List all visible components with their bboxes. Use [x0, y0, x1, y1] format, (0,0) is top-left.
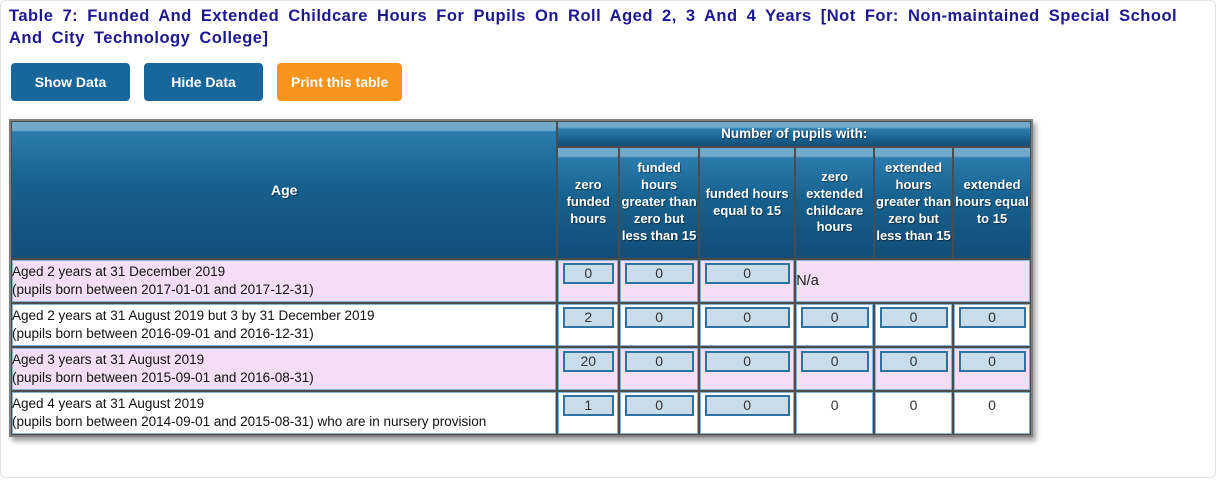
na-cell: N/a: [795, 258, 1031, 303]
cell-input-r3c3[interactable]: [704, 350, 790, 372]
column-header-row: zero funded hours funded hours greater t…: [11, 146, 1031, 259]
table-row-aged-3-at-31-aug-2019: Aged 3 years at 31 August 2019 (pupils b…: [11, 346, 1031, 391]
age-line2: (pupils born between 2014-09-01 and 2015…: [12, 413, 487, 429]
childcare-hours-table: Age Number of pupils with: zero funded h…: [9, 118, 1033, 437]
table-row-aged-2-at-31-dec-2019: Aged 2 years at 31 December 2019 (pupils…: [11, 258, 1031, 303]
cell-input-r4c1[interactable]: [562, 394, 614, 416]
cell-input-r2c2[interactable]: [624, 306, 694, 328]
cell-input-r1c2[interactable]: [624, 262, 694, 284]
age-line1: Aged 2 years at 31 August 2019 but 3 by …: [12, 307, 375, 323]
column-header-age: Age: [11, 120, 558, 259]
cell-input-r2c5[interactable]: [879, 306, 948, 328]
age-line1: Aged 4 years at 31 August 2019: [12, 395, 205, 411]
cell-input-r1c1[interactable]: [562, 262, 614, 284]
cell-input-r1c3[interactable]: [704, 262, 790, 284]
static-value-r4c4: 0: [830, 396, 839, 413]
cell-input-r2c3[interactable]: [704, 306, 790, 328]
group-header-row: Age Number of pupils with:: [11, 120, 1031, 259]
age-line1: Aged 3 years at 31 August 2019: [12, 351, 205, 367]
row-age-label: Aged 4 years at 31 August 2019 (pupils b…: [11, 390, 558, 435]
column-header-zero-extended-childcare-hours: zero extended childcare hours: [795, 146, 875, 259]
page-title: Table 7: Funded And Extended Childcare H…: [9, 7, 1178, 47]
cell-input-r2c4[interactable]: [800, 306, 869, 328]
cell-input-r3c5[interactable]: [879, 350, 948, 372]
age-line2: (pupils born between 2017-01-01 and 2017…: [12, 281, 314, 297]
cell-input-r3c4[interactable]: [800, 350, 869, 372]
cell-input-r4c3[interactable]: [704, 394, 790, 416]
cell-input-r3c6[interactable]: [958, 350, 1026, 372]
table-row-aged-2-at-31-aug-2019-but-3: Aged 2 years at 31 August 2019 but 3 by …: [11, 302, 1031, 347]
toolbar: Show Data Hide Data Print this table: [11, 62, 1207, 101]
row-age-label: Aged 2 years at 31 December 2019 (pupils…: [11, 258, 558, 303]
row-age-label: Aged 3 years at 31 August 2019 (pupils b…: [11, 346, 558, 391]
age-line1: Aged 2 years at 31 December 2019: [12, 263, 226, 279]
age-line2: (pupils born between 2016-09-01 and 2016…: [12, 325, 314, 341]
column-header-funded-hours-gt-zero-lt-15: funded hours greater than zero but less …: [619, 146, 700, 259]
cell-input-r4c2[interactable]: [624, 394, 694, 416]
column-header-extended-hours-gt-zero-lt-15: extended hours greater than zero but les…: [874, 146, 954, 259]
static-value-r4c6: 0: [988, 396, 996, 413]
cell-input-r3c1[interactable]: [562, 350, 614, 372]
print-table-button[interactable]: Print this table: [277, 62, 403, 101]
hide-data-button[interactable]: Hide Data: [144, 62, 263, 101]
column-header-extended-hours-equal-15: extended hours equal to 15: [953, 146, 1031, 259]
row-age-label: Aged 2 years at 31 August 2019 but 3 by …: [11, 302, 558, 347]
show-data-button[interactable]: Show Data: [11, 62, 130, 101]
column-header-zero-funded-hours: zero funded hours: [557, 146, 620, 259]
cell-input-r2c1[interactable]: [562, 306, 614, 328]
group-header-number-of-pupils: Number of pupils with:: [557, 120, 1031, 147]
static-value-r4c5: 0: [909, 396, 918, 413]
table-row-aged-4-at-31-aug-2019: Aged 4 years at 31 August 2019 (pupils b…: [11, 390, 1031, 435]
age-line2: (pupils born between 2015-09-01 and 2016…: [12, 369, 314, 385]
cell-input-r3c2[interactable]: [624, 350, 694, 372]
cell-input-r2c6[interactable]: [958, 306, 1026, 328]
column-header-funded-hours-equal-15: funded hours equal to 15: [699, 146, 796, 259]
